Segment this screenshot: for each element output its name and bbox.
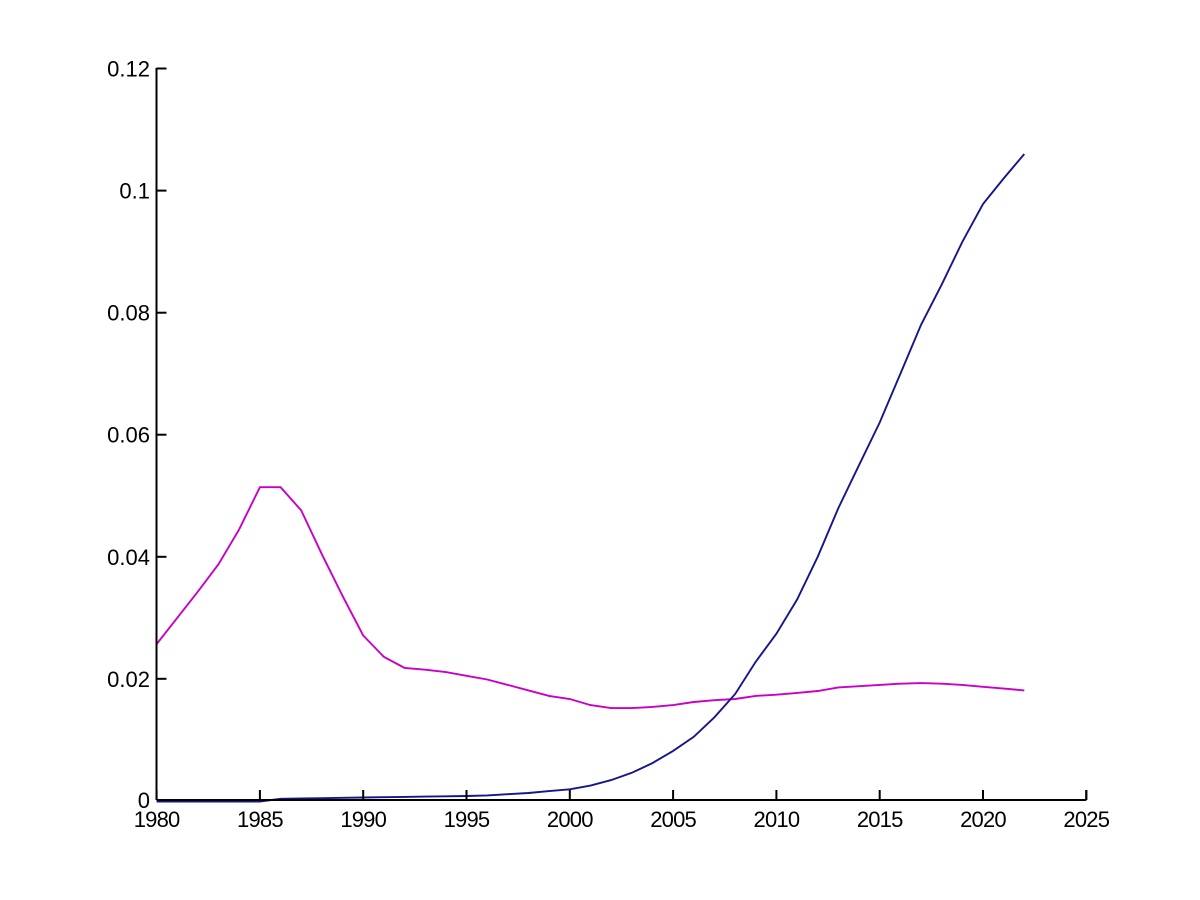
svg-text:0.02: 0.02 <box>107 667 150 692</box>
svg-text:0.08: 0.08 <box>107 301 150 326</box>
svg-text:2005: 2005 <box>650 807 696 832</box>
svg-text:2015: 2015 <box>857 807 903 832</box>
svg-text:0: 0 <box>138 788 150 813</box>
svg-text:0.06: 0.06 <box>107 423 150 448</box>
svg-text:1995: 1995 <box>444 807 490 832</box>
svg-text:2010: 2010 <box>754 807 800 832</box>
svg-text:2000: 2000 <box>547 807 593 832</box>
svg-text:2025: 2025 <box>1063 807 1109 832</box>
svg-text:0.1: 0.1 <box>119 179 150 204</box>
svg-text:0.04: 0.04 <box>107 545 150 570</box>
svg-text:1985: 1985 <box>237 807 283 832</box>
svg-text:1980: 1980 <box>134 807 180 832</box>
svg-text:2020: 2020 <box>960 807 1006 832</box>
svg-text:1990: 1990 <box>340 807 386 832</box>
svg-text:0.12: 0.12 <box>107 57 150 82</box>
